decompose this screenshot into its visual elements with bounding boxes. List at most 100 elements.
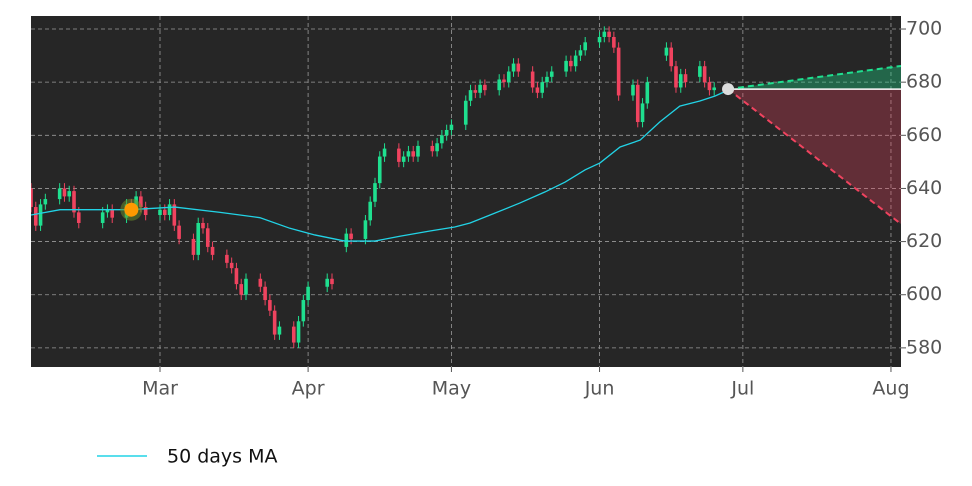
- candle-body: [578, 50, 583, 56]
- candle-body: [440, 135, 444, 144]
- x-tick-label: Jul: [730, 378, 754, 400]
- forecast-start: [722, 83, 735, 96]
- candle-body: [72, 191, 76, 213]
- candle-body: [43, 199, 48, 205]
- candle-body: [373, 183, 377, 202]
- axes: 580 600 620 640 660 680 700 Mar Apr May Jun Jul Aug: [142, 18, 942, 400]
- candle-body: [444, 129, 449, 136]
- candle-body: [497, 79, 502, 91]
- candle-body: [678, 74, 683, 88]
- candle-body: [597, 36, 602, 43]
- candle-body: [268, 300, 272, 311]
- candle-body: [196, 222, 201, 255]
- candle-body: [234, 268, 239, 285]
- plot-area: [31, 16, 901, 367]
- highlight: [124, 202, 139, 217]
- candle-body: [24, 188, 28, 196]
- forecast-upper: [727, 64, 901, 91]
- candle-body: [449, 124, 454, 130]
- candle-body: [702, 66, 707, 83]
- candle-body: [435, 143, 439, 152]
- candle-body: [162, 209, 167, 216]
- candle-body: [201, 222, 205, 229]
- candle-body: [549, 71, 554, 77]
- candle-body: [368, 201, 373, 221]
- candle-body: [344, 233, 349, 247]
- candle-body: [607, 31, 611, 37]
- candle-body: [225, 254, 229, 263]
- candle-body: [635, 84, 640, 123]
- forecast-lower: [727, 88, 901, 225]
- candle-body: [478, 84, 482, 93]
- candle-body: [38, 204, 43, 226]
- candle-body: [205, 228, 210, 247]
- candle-body: [31, 188, 33, 208]
- candle-body: [210, 246, 215, 255]
- x-tick-label: Mar: [142, 378, 178, 400]
- candle-body: [377, 156, 382, 184]
- candle-body: [244, 278, 248, 295]
- candle-body: [76, 212, 81, 223]
- y-tick-label: 640: [906, 177, 942, 199]
- candle-body: [530, 71, 535, 88]
- candle-body: [397, 148, 401, 162]
- candle-body: [229, 262, 234, 269]
- candle-body: [569, 60, 573, 67]
- candle-body: [143, 207, 148, 216]
- ma-line: [31, 89, 729, 242]
- candle-body: [291, 326, 296, 343]
- candle-body: [430, 145, 435, 152]
- candle-body: [483, 84, 487, 91]
- candle-body: [263, 286, 267, 301]
- candle-body: [100, 212, 105, 223]
- grid: [31, 16, 901, 367]
- candle-body: [573, 55, 578, 67]
- candle-body: [616, 47, 621, 96]
- candle-body: [416, 145, 420, 157]
- candle-body: [506, 71, 511, 83]
- candle-body: [258, 278, 263, 287]
- candle-body: [602, 31, 607, 37]
- candle-body: [277, 326, 282, 335]
- candle-body: [511, 63, 516, 72]
- candle-body: [406, 151, 411, 157]
- candle-body: [664, 47, 669, 56]
- x-tick-label: Jun: [584, 378, 615, 400]
- candle-body: [239, 284, 244, 295]
- candle-body: [272, 310, 277, 335]
- candle-body: [105, 209, 110, 213]
- candle-body: [707, 82, 712, 91]
- candle-body: [631, 84, 635, 96]
- candle-body: [158, 209, 162, 216]
- candle-body: [502, 79, 506, 83]
- candle-body: [540, 82, 545, 93]
- candle-body: [645, 82, 650, 104]
- candle-body: [640, 103, 645, 123]
- candle-body: [698, 66, 702, 77]
- plot: [24, 26, 901, 348]
- legend: 50 days MA: [97, 446, 278, 468]
- candle-body: [325, 278, 330, 287]
- candle-body: [545, 76, 549, 83]
- candle-body: [712, 87, 716, 91]
- x-tick-label: Apr: [292, 378, 325, 400]
- candle-body: [535, 87, 540, 93]
- candle-body: [401, 156, 406, 162]
- candle-body: [67, 191, 72, 197]
- candle-body: [33, 207, 38, 226]
- candle-body: [167, 204, 172, 216]
- y-tick-label: 600: [906, 283, 942, 305]
- candle-body: [612, 36, 616, 48]
- candle-body: [57, 188, 62, 200]
- y-tick-label: 660: [906, 124, 942, 146]
- candle-body: [473, 90, 478, 93]
- candle-body: [674, 66, 678, 88]
- candle-body: [363, 220, 368, 239]
- candle-body: [296, 321, 301, 343]
- candle-body: [382, 148, 387, 157]
- candle-body: [177, 225, 181, 239]
- y-tick-label: 580: [906, 336, 942, 358]
- candle-body: [301, 300, 306, 322]
- y-tick-label: 700: [906, 18, 942, 40]
